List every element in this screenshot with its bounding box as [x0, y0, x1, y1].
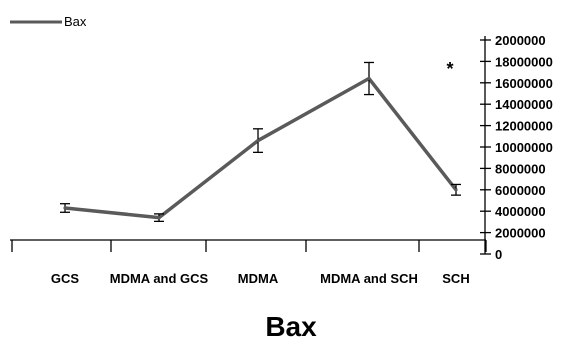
y-tick-label-5: 10000000: [495, 140, 553, 155]
legend-label-bax: Bax: [64, 14, 87, 29]
x-tick-label-3: MDMA and SCH: [320, 271, 418, 286]
y-tick-label-0: 0: [495, 247, 502, 262]
legend: Bax: [10, 14, 87, 29]
data-point-4: [454, 188, 458, 192]
data-point-2: [256, 138, 260, 143]
data-point-1: [157, 216, 161, 220]
y-tick-label-1: 2000000: [495, 226, 546, 241]
x-tick-label-4: SCH: [442, 271, 469, 286]
data-point-3: [367, 76, 371, 81]
x-tick-label-1: MDMA and GCS: [110, 271, 209, 286]
y-tick-label-8: 16000000: [495, 76, 553, 91]
x-axis: GCS MDMA and GCS MDMA MDMA and SCH SCH: [10, 239, 487, 286]
y-tick-label-2: 4000000: [495, 204, 546, 219]
y-tick-label-6: 12000000: [495, 119, 553, 134]
y-axis: 0 2000000 4000000 6000000 8000000 10000000 120…: [480, 33, 553, 262]
annotation-layer: *: [446, 59, 453, 79]
x-tick-label-0: GCS: [51, 271, 80, 286]
y-tick-label-10: 2000000: [495, 33, 546, 48]
x-tick-label-2: MDMA: [238, 271, 279, 286]
significance-marker: *: [446, 59, 453, 79]
series-layer: [60, 61, 461, 223]
y-tick-label-3: 6000000: [495, 183, 546, 198]
y-tick-label-9: 18000000: [495, 54, 553, 69]
series-line-0: [64, 76, 458, 220]
y-tick-label-4: 8000000: [495, 161, 546, 176]
y-tick-label-7: 14000000: [495, 97, 553, 112]
chart-title: Bax: [265, 311, 317, 342]
data-point-0: [63, 206, 67, 210]
